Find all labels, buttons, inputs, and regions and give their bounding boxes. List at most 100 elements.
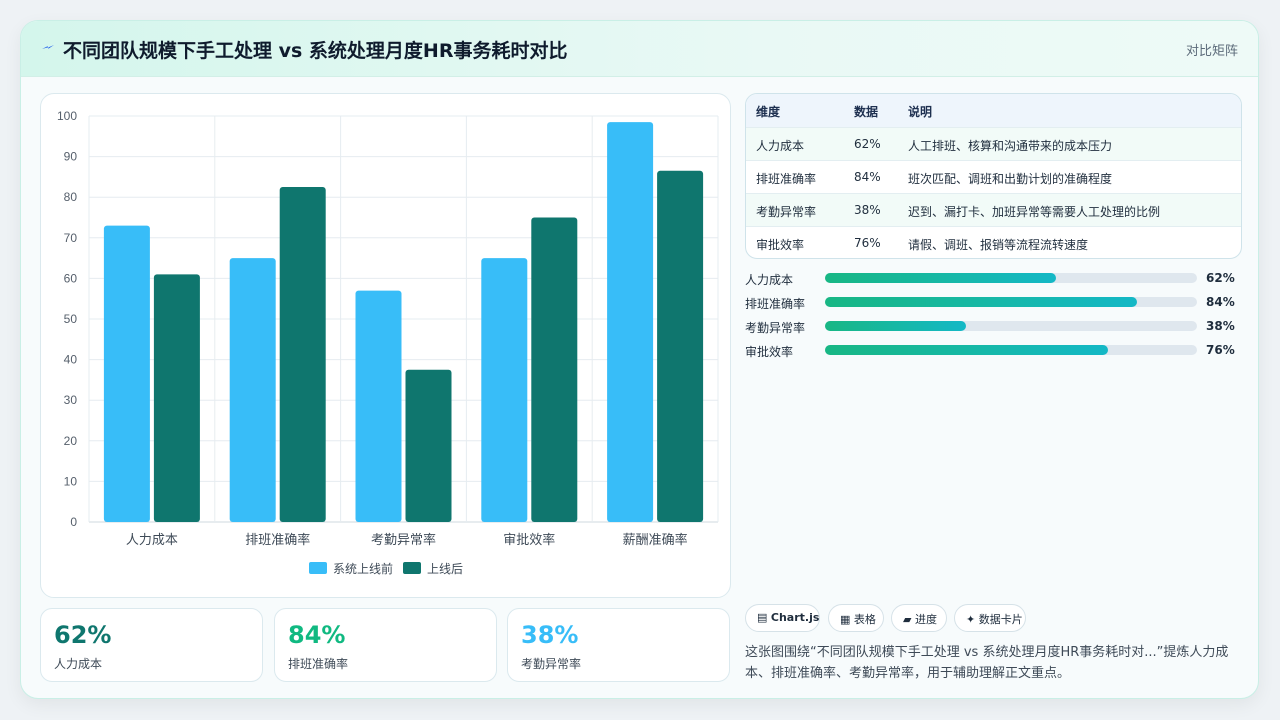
bar bbox=[405, 369, 452, 522]
chip-data-card[interactable]: ✦ 数据卡片 bbox=[954, 604, 1026, 632]
bar bbox=[531, 217, 578, 522]
y-tick-label: 30 bbox=[64, 393, 78, 407]
progress-fill bbox=[825, 321, 967, 331]
table-cell: 迟到、漏打卡、加班异常等需要人工处理的比例 bbox=[908, 205, 1161, 219]
kpi-card: 62% 人力成本 bbox=[40, 608, 263, 682]
y-tick-label: 10 bbox=[64, 474, 78, 488]
progress-row: 考勤异常率 38% bbox=[745, 317, 1242, 337]
table-cell: 请假、调班、报销等流程流转速度 bbox=[908, 238, 1089, 252]
table-cell: 排班准确率 bbox=[756, 172, 817, 186]
progress-row: 审批效率 76% bbox=[745, 341, 1242, 361]
kpi-card: 38% 考勤异常率 bbox=[507, 608, 730, 682]
chip-label: 表格 bbox=[853, 613, 876, 626]
y-tick-label: 70 bbox=[64, 231, 78, 245]
bar bbox=[355, 290, 402, 522]
kpi-label: 排班准确率 bbox=[288, 657, 349, 671]
progress-value: 38% bbox=[1206, 319, 1235, 333]
progress-value: 62% bbox=[1206, 271, 1235, 285]
bar-chart-panel: 0 10 20 30 40 50 60 70 80 90 100 人力成本 排班准确率 考勤异常率 审批效率… bbox=[40, 93, 731, 598]
y-tick-label: 90 bbox=[64, 150, 78, 164]
progress-row: 人力成本 62% bbox=[745, 269, 1242, 289]
y-tick-label: 50 bbox=[64, 312, 78, 326]
y-tick-label: 80 bbox=[64, 190, 78, 204]
y-tick-label: 100 bbox=[57, 109, 77, 123]
progress-track bbox=[825, 273, 1197, 283]
dashboard-card: 不同团队规模下手工处理 vs 系统处理月度HR事务耗时对比 对比矩阵 0 10 20… bbox=[20, 20, 1259, 699]
y-tick-label: 20 bbox=[64, 434, 78, 448]
x-tick-label: 薪酬准确率 bbox=[623, 532, 688, 548]
chip-progress[interactable]: ▰ 进度 bbox=[891, 604, 947, 632]
bar-chart: 0 10 20 30 40 50 60 70 80 90 100 人力成本 排班准确率 考勤异常率 审批效率… bbox=[57, 109, 719, 576]
table-row: 人力成本 62% 人工排班、核算和沟通带来的成本压力 bbox=[746, 127, 1241, 160]
progress-track bbox=[825, 345, 1197, 355]
progress-row: 排班准确率 84% bbox=[745, 293, 1242, 313]
table-cell: 人力成本 bbox=[756, 139, 805, 153]
legend-swatch bbox=[403, 562, 421, 574]
table-row: 排班准确率 84% 班次匹配、调班和出勤计划的准确程度 bbox=[746, 160, 1241, 193]
table-header: 数据 bbox=[854, 105, 879, 119]
y-tick-label: 40 bbox=[64, 353, 78, 367]
legend-label: 上线后 bbox=[427, 562, 463, 576]
table-cell: 38% bbox=[854, 203, 881, 217]
chip-label: 进度 bbox=[914, 613, 937, 626]
progress-label: 考勤异常率 bbox=[745, 321, 806, 335]
table-icon: ▦ bbox=[840, 613, 851, 626]
kpi-value: 84% bbox=[288, 621, 346, 649]
kpi-value: 62% bbox=[54, 621, 112, 649]
progress-track bbox=[825, 297, 1197, 307]
x-tick-label: 审批效率 bbox=[503, 532, 555, 548]
progress-fill bbox=[825, 273, 1056, 283]
progress-value: 84% bbox=[1206, 295, 1235, 309]
kpi-label: 考勤异常率 bbox=[521, 657, 582, 671]
progress-label: 人力成本 bbox=[745, 273, 794, 287]
table-cell: 审批效率 bbox=[756, 238, 805, 252]
x-tick-label: 排班准确率 bbox=[245, 532, 310, 548]
progress-label: 审批效率 bbox=[745, 345, 794, 359]
y-tick-label: 60 bbox=[64, 271, 78, 285]
table-cell: 班次匹配、调班和出勤计划的准确程度 bbox=[908, 172, 1113, 186]
bar bbox=[657, 170, 704, 522]
legend-swatch bbox=[309, 562, 327, 574]
progress-label: 排班准确率 bbox=[745, 297, 806, 311]
view-mode-label[interactable]: 对比矩阵 bbox=[1185, 44, 1238, 59]
sparkle-icon: ✦ bbox=[966, 613, 976, 626]
bar bbox=[607, 122, 654, 522]
table-row: 考勤异常率 38% 迟到、漏打卡、加班异常等需要人工处理的比例 bbox=[746, 193, 1241, 226]
header-bar: 不同团队规模下手工处理 vs 系统处理月度HR事务耗时对比 对比矩阵 bbox=[21, 21, 1258, 77]
table-cell: 62% bbox=[854, 137, 881, 151]
table-cell: 84% bbox=[854, 170, 881, 184]
table-header: 说明 bbox=[908, 105, 933, 119]
table-row: 审批效率 76% 请假、调班、报销等流程流转速度 bbox=[746, 226, 1241, 258]
table-cell: 76% bbox=[854, 236, 881, 250]
legend-label: 系统上线前 bbox=[333, 561, 393, 576]
progress-fill bbox=[825, 297, 1138, 307]
bar bbox=[103, 225, 150, 522]
x-tick-label: 人力成本 bbox=[126, 533, 178, 548]
bar bbox=[153, 274, 200, 522]
bar bbox=[279, 187, 326, 523]
chip-label: Chart.js bbox=[770, 611, 820, 624]
table-cell: 考勤异常率 bbox=[756, 205, 817, 219]
chip-table[interactable]: ▦ 表格 bbox=[828, 604, 884, 632]
kpi-value: 38% bbox=[521, 621, 579, 649]
page-title: 不同团队规模下手工处理 vs 系统处理月度HR事务耗时对比 bbox=[63, 40, 568, 62]
progress-value: 76% bbox=[1206, 343, 1235, 357]
progress-icon: ▰ bbox=[903, 613, 912, 626]
progress-fill bbox=[825, 345, 1108, 355]
y-tick-label: 0 bbox=[70, 515, 77, 529]
data-table: 维度 数据 说明 人力成本 62% 人工排班、核算和沟通带来的成本压力 排班准确… bbox=[745, 93, 1242, 259]
kpi-label: 人力成本 bbox=[54, 657, 103, 671]
x-tick-label: 考勤异常率 bbox=[371, 532, 436, 548]
table-cell: 人工排班、核算和沟通带来的成本压力 bbox=[908, 139, 1113, 153]
bar bbox=[229, 258, 276, 522]
kpi-card: 84% 排班准确率 bbox=[274, 608, 497, 682]
table-header-row: 维度 数据 说明 bbox=[746, 94, 1241, 127]
lightning-icon bbox=[42, 45, 54, 49]
chart-icon: ▤ bbox=[757, 611, 768, 624]
progress-track bbox=[825, 321, 1197, 331]
table-header: 维度 bbox=[756, 105, 781, 119]
summary-note: 这张图围绕“不同团队规模下手工处理 vs 系统处理月度HR事务耗时对...”提炼… bbox=[745, 645, 1229, 681]
chip-label: 数据卡片 bbox=[978, 613, 1023, 626]
bar bbox=[481, 258, 528, 522]
chip-chartjs[interactable]: ▤ Chart.js bbox=[745, 604, 820, 632]
